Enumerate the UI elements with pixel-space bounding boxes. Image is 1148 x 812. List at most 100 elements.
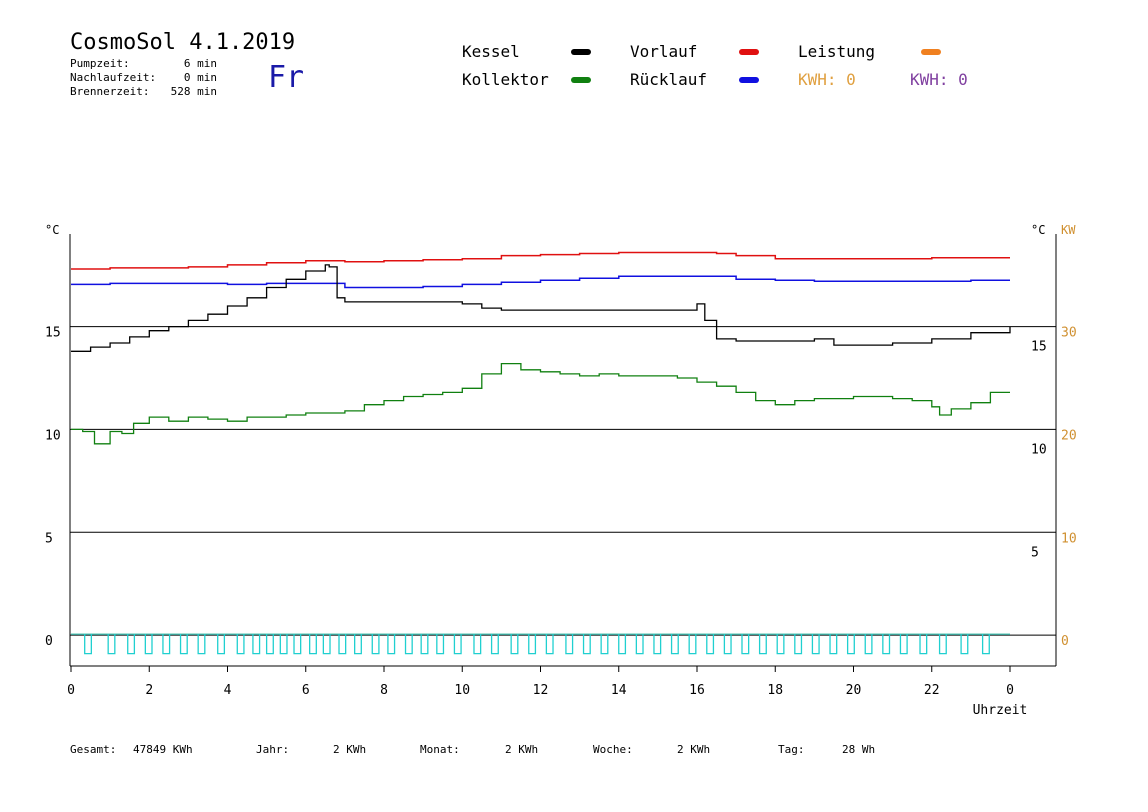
y-tick-label-left: 0 — [45, 634, 53, 649]
pump-pulse — [635, 634, 644, 655]
y-tick-label-kw: 0 — [1061, 634, 1069, 649]
pump-pulse — [84, 634, 92, 655]
x-tick-label: 0 — [67, 683, 75, 698]
x-tick-label: 2 — [145, 683, 153, 698]
legend-label: Kollektor — [462, 70, 549, 89]
series-rcklauf — [71, 275, 1010, 289]
pump-pulse — [371, 634, 380, 655]
pump-pulse — [265, 634, 274, 655]
legend-swatch — [739, 77, 759, 83]
y-unit-left: °C — [45, 223, 59, 237]
footer-value: 2 KWh — [677, 743, 711, 756]
pump-pulse — [960, 634, 969, 655]
footer-label: Jahr: — [256, 743, 290, 756]
y-tick-label-kw: 20 — [1061, 428, 1077, 443]
footer-value: 28 Wh — [842, 743, 876, 756]
pump-pulse — [338, 634, 347, 655]
pump-pulse — [653, 634, 662, 655]
legend-label: Vorlauf — [630, 42, 698, 61]
stat-label: Nachlaufzeit: — [70, 71, 157, 84]
stat-value: 6 min — [183, 57, 217, 70]
stat-label: Pumpzeit: — [70, 57, 130, 70]
legend-swatch — [739, 49, 759, 55]
pump-pulse — [919, 634, 928, 655]
kwh-label: KWH: 0 — [910, 70, 968, 89]
x-tick-label: 14 — [611, 683, 627, 698]
x-tick-label: 22 — [924, 683, 940, 698]
pump-pulse — [217, 634, 226, 655]
y-tick-label-kw: 10 — [1061, 531, 1077, 546]
pump-pulse — [829, 634, 838, 655]
x-tick-label: 4 — [224, 683, 232, 698]
y-tick-label-right: 5 — [1031, 545, 1039, 560]
pump-pulse — [162, 634, 171, 655]
legend-swatch — [571, 77, 591, 83]
footer-label: Monat: — [420, 743, 460, 756]
x-tick-label: 10 — [454, 683, 470, 698]
legend-swatch — [921, 49, 941, 55]
pump-pulse — [144, 634, 153, 655]
pump-pulse — [600, 634, 609, 655]
pump-pulse — [453, 634, 462, 655]
x-tick-label: 18 — [767, 683, 783, 698]
pump-pulse — [545, 634, 554, 655]
pump-pulse — [404, 634, 413, 655]
pump-pulse — [981, 634, 990, 655]
y-tick-label-kw: 30 — [1061, 326, 1077, 341]
pump-pulse — [510, 634, 519, 655]
pump-pulse — [490, 634, 499, 655]
pump-pulse — [723, 634, 732, 655]
pump-pulse — [436, 634, 445, 655]
footer-label: Tag: — [778, 743, 805, 756]
y-unit-kw: KW — [1061, 223, 1076, 237]
x-tick-label: 20 — [846, 683, 862, 698]
stat-value: 0 min — [183, 71, 217, 84]
y-tick-label-left: 15 — [45, 326, 61, 341]
weekday-label: Fr — [268, 60, 305, 95]
pump-pulse — [528, 634, 537, 655]
pump-pulse — [776, 634, 785, 655]
y-unit-right: °C — [1031, 223, 1045, 237]
pump-pulse — [354, 634, 362, 655]
series-kollektor — [71, 362, 1010, 445]
stat-value: 528 min — [170, 85, 217, 98]
pump-pulse — [582, 634, 591, 655]
series-kessel — [71, 264, 1011, 352]
x-tick-label: 16 — [689, 683, 705, 698]
footer-label: Gesamt: — [70, 743, 117, 756]
pump-pulse — [387, 634, 396, 655]
pump-pulse — [706, 634, 715, 655]
pump-pulse — [938, 634, 947, 655]
y-tick-label-left: 10 — [45, 428, 61, 443]
pump-pulse — [811, 634, 820, 655]
pump-pulse — [252, 634, 261, 655]
x-tick-label: 6 — [302, 683, 310, 698]
pump-pulse — [846, 634, 855, 655]
pump-pulse — [741, 634, 750, 655]
x-axis-label: Uhrzeit — [973, 703, 1028, 718]
pump-pulse — [688, 634, 697, 655]
x-tick-label: 8 — [380, 683, 388, 698]
chart-title: CosmoSol 4.1.2019 — [70, 30, 296, 55]
pump-pulse — [565, 634, 574, 655]
pump-pulse — [179, 634, 188, 655]
pump-pulse — [473, 634, 482, 655]
legend-label: Leistung — [798, 42, 876, 61]
y-tick-label-left: 5 — [45, 531, 53, 546]
pump-pulse — [293, 634, 302, 655]
footer-value: 2 KWh — [505, 743, 539, 756]
series-vorlauf — [71, 251, 1010, 270]
x-tick-label: 0 — [1006, 683, 1014, 698]
pump-pulse — [794, 634, 803, 655]
pump-pulse — [309, 634, 317, 655]
x-tick-label: 12 — [533, 683, 549, 698]
footer-label: Woche: — [593, 743, 633, 756]
pump-pulse — [618, 634, 627, 655]
pump-pulse — [882, 634, 891, 655]
pump-pulse — [279, 634, 288, 655]
legend-label: Rücklauf — [630, 70, 708, 89]
pump-pulse — [864, 634, 873, 655]
pump-pulse — [670, 634, 679, 655]
kwh-label: KWH: 0 — [798, 70, 856, 89]
pump-pulse — [322, 634, 331, 655]
